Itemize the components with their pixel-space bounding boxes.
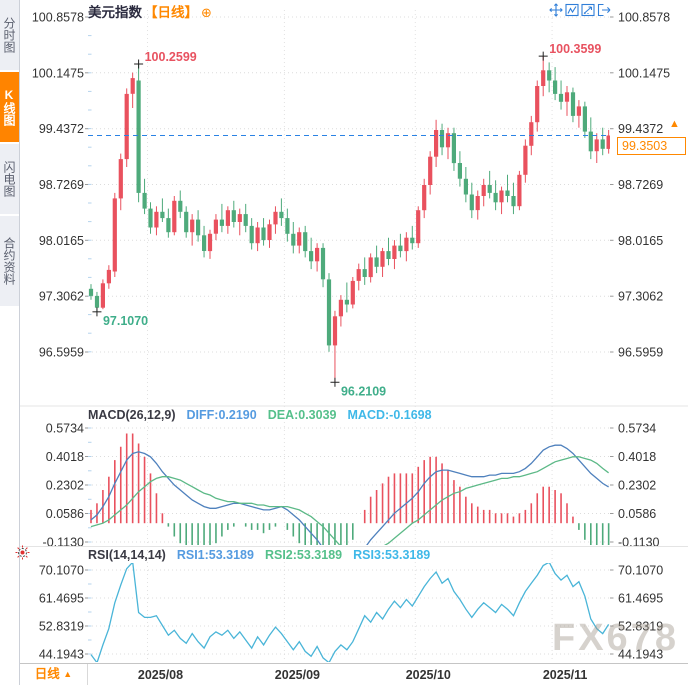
crosshair-move-icon[interactable] (549, 3, 563, 17)
svg-text:100.1475: 100.1475 (618, 66, 670, 80)
period-selector-label: 日线 (34, 667, 60, 681)
svg-text:-0.1130: -0.1130 (618, 536, 660, 550)
svg-text:-0.1130: -0.1130 (43, 536, 85, 550)
svg-text:52.8319: 52.8319 (39, 620, 84, 634)
macd-pane (90, 433, 610, 545)
rsi2-value: RSI2:53.3189 (264, 548, 343, 562)
svg-text:44.1943: 44.1943 (618, 648, 663, 662)
svg-text:98.7269: 98.7269 (618, 178, 663, 192)
svg-text:98.7269: 98.7269 (39, 178, 84, 192)
svg-text:100.1475: 100.1475 (32, 66, 84, 80)
svg-text:98.0165: 98.0165 (39, 234, 84, 248)
x-axis-month-label: 2025/10 (405, 668, 451, 682)
x-axis-month-label: 2025/11 (542, 668, 588, 682)
macd-macd-value: MACD:-0.1698 (347, 408, 432, 422)
svg-text:0.0586: 0.0586 (618, 507, 656, 521)
hot-indicator-icon[interactable] (15, 545, 30, 565)
pane-axis-1: 0.5734 0.5734 0.4018 0.4018 0.2302 0.2302 0.05… (43, 422, 660, 550)
svg-text:0.2302: 0.2302 (618, 479, 656, 493)
svg-text:98.0165: 98.0165 (618, 234, 663, 248)
trend-arrow-chart-icon[interactable] (581, 3, 595, 17)
sidebar-tab-kline-chart[interactable]: K线图 (0, 72, 19, 144)
add-indicator-icon[interactable]: ⊕ (201, 5, 212, 20)
watermark: FX678 (552, 617, 679, 659)
current-price-box: 99.3503 (617, 137, 686, 155)
period-selector-arrow-icon: ▲ (63, 669, 73, 679)
macd-dea-value: DEA:0.3039 (267, 408, 337, 422)
svg-text:97.1070: 97.1070 (103, 314, 148, 328)
svg-text:97.3062: 97.3062 (618, 290, 663, 304)
rsi3-value: RSI3:53.3189 (353, 548, 431, 562)
chart-title: 美元指数 【日线】 ⊕ (88, 1, 212, 21)
chart-type-sidebar: 分时图 K线图 闪电图 合约资料 (0, 0, 20, 685)
macd-diff-line (90, 444, 609, 545)
svg-text:52.8319: 52.8319 (618, 620, 663, 634)
sidebar-tab-contract-info[interactable]: 合约资料 (0, 216, 19, 308)
svg-text:61.4695: 61.4695 (39, 592, 84, 606)
period-selector[interactable]: 日线 ▲ (20, 664, 88, 685)
macd-diff-value: DIFF:0.2190 (186, 408, 257, 422)
svg-text:97.3062: 97.3062 (39, 290, 84, 304)
svg-text:96.2109: 96.2109 (341, 384, 386, 398)
price-up-arrow-icon: ▲ (669, 118, 680, 130)
rsi-pane (90, 563, 610, 662)
svg-text:99.4372: 99.4372 (39, 122, 84, 136)
sidebar-tab-lightning-chart[interactable]: 闪电图 (0, 144, 19, 216)
x-axis-bar: 日线 ▲ 2025/08 2025/09 2025/10 2025/11 (20, 663, 688, 685)
candles (88, 56, 610, 383)
svg-text:100.2599: 100.2599 (145, 50, 197, 64)
rsi-legend: RSI(14,14,14) RSI1:53.3189 RSI2:53.3189 RSI… (88, 548, 441, 562)
svg-text:70.1070: 70.1070 (618, 564, 663, 578)
svg-text:0.5734: 0.5734 (46, 422, 84, 436)
macd-name: MACD(26,12,9) (88, 408, 176, 422)
svg-text:0.5734: 0.5734 (618, 422, 656, 436)
svg-text:99.4372: 99.4372 (618, 122, 663, 136)
svg-text:0.0586: 0.0586 (46, 507, 84, 521)
svg-text:0.4018: 0.4018 (618, 450, 656, 464)
pane-axis-0: 100.8578 100.8578 100.1475 100.1475 99.4372 9… (32, 11, 670, 360)
svg-text:61.4695: 61.4695 (618, 592, 663, 606)
rsi1-value: RSI1:53.3189 (176, 548, 254, 562)
rsi-line (90, 563, 610, 662)
symbol-name: 美元指数 (88, 5, 142, 20)
rsi-name: RSI(14,14,14) (88, 548, 166, 562)
price-annotations: 100.2599 100.3599 97.1070 96.2109 (92, 42, 601, 398)
period-tag: 【日线】 (144, 5, 198, 20)
x-axis-month-label: 2025/08 (137, 668, 184, 682)
svg-text:44.1943: 44.1943 (39, 648, 84, 662)
svg-text:96.5959: 96.5959 (618, 346, 663, 360)
macd-dea-line (90, 456, 609, 545)
sidebar-tab-time-chart[interactable]: 分时图 (0, 0, 19, 72)
svg-text:0.4018: 0.4018 (46, 450, 84, 464)
svg-text:70.1070: 70.1070 (39, 564, 84, 578)
chart-toolbar (549, 3, 611, 17)
exit-chart-icon[interactable] (597, 3, 611, 17)
svg-text:100.3599: 100.3599 (549, 42, 601, 56)
pane-axis-2: 70.1070 70.1070 61.4695 61.4695 52.8319 52.83… (39, 564, 663, 662)
x-axis-month-label: 2025/09 (274, 668, 320, 682)
month-gridlines (147, 10, 553, 662)
indicator-scale-chart-icon[interactable] (565, 3, 579, 17)
svg-text:0.2302: 0.2302 (46, 479, 84, 493)
macd-legend: MACD(26,12,9) DIFF:0.2190 DEA:0.3039 MACD:-… (88, 408, 443, 422)
svg-text:100.8578: 100.8578 (618, 11, 670, 25)
svg-text:96.5959: 96.5959 (39, 346, 84, 360)
svg-text:100.8578: 100.8578 (32, 11, 84, 25)
